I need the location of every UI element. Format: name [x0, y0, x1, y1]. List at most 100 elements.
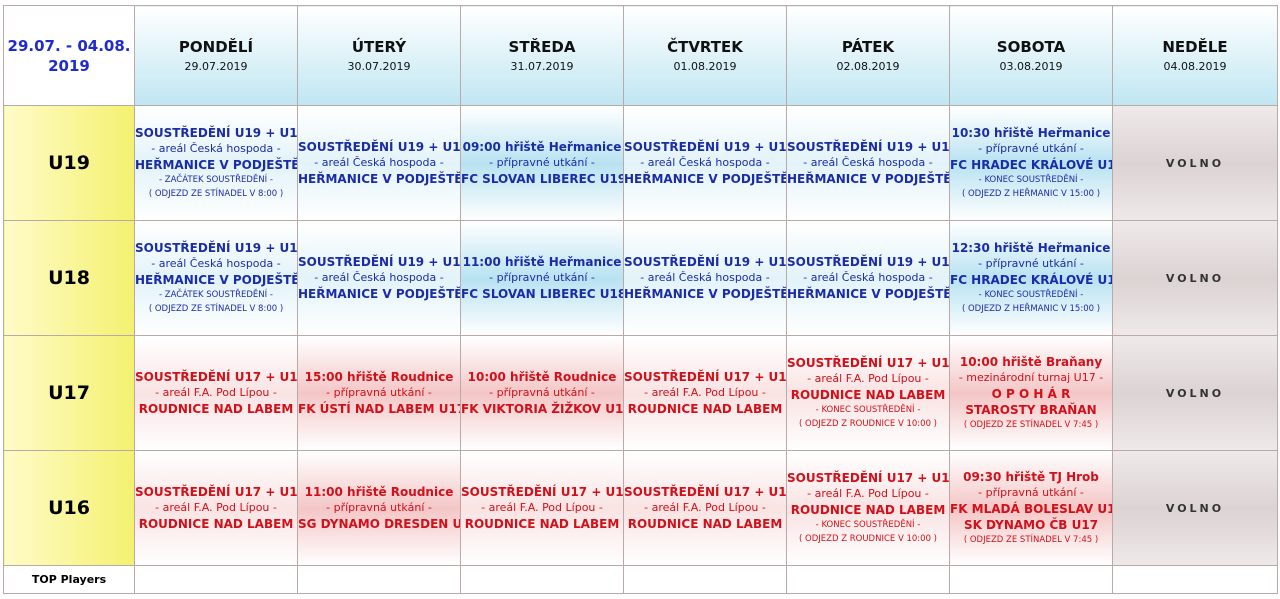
- cell-line: FK VIKTORIA ŽIŽKOV U17: [461, 402, 624, 416]
- cell-line: HEŘMANICE V PODJEŠTĚDÍ: [787, 287, 950, 301]
- day-header: PONDĚLÍ 29.07.2019: [134, 5, 298, 106]
- schedule-cell: SOUSTŘEDĚNÍ U19 + U18 - areál Česká hospo…: [134, 220, 298, 336]
- day-name: STŘEDA: [508, 38, 576, 56]
- cell-line: ROUDNICE NAD LABEM: [138, 517, 294, 531]
- cell-line: - přípravné utkání -: [489, 156, 595, 169]
- team-row: U18 SOUSTŘEDĚNÍ U19 + U18- areál Česká ho…: [3, 220, 1278, 336]
- cell-line: HEŘMANICE V PODJEŠTĚDÍ: [624, 172, 787, 186]
- day-header: ČTVRTEK 01.08.2019: [623, 5, 787, 106]
- cell-line: SOUSTŘEDĚNÍ U19 + U18: [135, 126, 298, 140]
- schedule-table: 29.07. - 04.08. 2019 PONDĚLÍ 29.07.2019 ÚTER…: [3, 5, 1278, 594]
- cell-line: - areál F.A. Pod Lípou -: [155, 501, 277, 514]
- cell-line: - přípravná utkání -: [489, 386, 595, 399]
- day-name: PONDĚLÍ: [178, 38, 254, 56]
- cell-line: SOUSTŘEDĚNÍ U19 + U18: [787, 255, 950, 269]
- schedule-cell: SOUSTŘEDĚNÍ U19 + U18 - areál Česká hospo…: [623, 220, 787, 336]
- day-header: SOBOTA 03.08.2019: [949, 5, 1113, 106]
- cell-line: - areál Česká hospoda -: [151, 257, 281, 270]
- cell-line: ROUDNICE NAD LABEM: [790, 503, 946, 517]
- cell-line: ROUDNICE NAD LABEM: [627, 402, 783, 416]
- cell-line: SOUSTŘEDĚNÍ U17 + U16: [787, 471, 950, 485]
- cell-line: HEŘMANICE V PODJEŠTĚDÍ: [298, 172, 461, 186]
- schedule-cell: 09:30 hřiště TJ Hrob - přípravná utkání -…: [949, 450, 1113, 566]
- cell-line: - přípravné utkání -: [978, 142, 1084, 155]
- schedule-cell: SOUSTŘEDĚNÍ U19 + U18 - areál Česká hospo…: [623, 105, 787, 221]
- cell-line: SK DYNAMO ČB U17: [963, 518, 1099, 532]
- day-date: 03.08.2019: [999, 60, 1063, 73]
- cell-line: 12:30 hřiště Heřmanice: [951, 241, 1111, 255]
- cell-line: HEŘMANICE V PODJEŠTĚDÍ: [787, 172, 950, 186]
- team-cell: U16: [3, 450, 135, 566]
- schedule-cell: SOUSTŘEDĚNÍ U17 + U16 - areál F.A. Pod Lí…: [623, 450, 787, 566]
- cell-line: SOUSTŘEDĚNÍ U17 + U16: [624, 370, 787, 384]
- day-date: 04.08.2019: [1163, 60, 1227, 73]
- cell-line: SG DYNAMO DRESDEN U16: [298, 517, 460, 531]
- cell-line: - areál F.A. Pod Lípou -: [807, 372, 929, 385]
- cell-line: 10:00 hřiště Braňany: [959, 355, 1103, 369]
- footer-row: TOP Players: [3, 565, 1278, 594]
- cell-line: 09:00 hřiště Heřmanice: [462, 140, 622, 154]
- empty-cell: [786, 565, 950, 594]
- cell-line: HEŘMANICE V PODJEŠTĚDÍ: [298, 287, 461, 301]
- cell-line: 11:00 hřiště Roudnice: [304, 485, 454, 499]
- cell-line: SOUSTŘEDĚNÍ U17 + U16: [624, 485, 787, 499]
- team-row: U16 SOUSTŘEDĚNÍ U17 + U16 - areál F.A. Pod…: [3, 450, 1278, 566]
- cell-line: HEŘMANICE V PODJEŠTĚDÍ: [135, 273, 298, 287]
- cell-line: ( ODJEZD ZE STÍNADEL V 7:45 ): [963, 535, 1099, 545]
- schedule-cell: SOUSTŘEDĚNÍ U19 + U18 - areál Česká hospo…: [134, 105, 298, 221]
- schedule-cell: 15:00 hřiště Roudnice - přípravná utkání …: [297, 335, 461, 451]
- schedule-cell: 10:00 hřiště Braňany - mezinárodní turnaj…: [949, 335, 1113, 451]
- schedule-cell: SOUSTŘEDĚNÍ U17 + U16 - areál F.A. Pod Lí…: [134, 335, 298, 451]
- cell-line: SOUSTŘEDĚNÍ U19 + U18: [787, 140, 950, 154]
- cell-line: ROUDNICE NAD LABEM: [627, 517, 783, 531]
- day-name: PÁTEK: [841, 38, 895, 56]
- day-date: 31.07.2019: [510, 60, 574, 73]
- cell-line: - areál Česká hospoda -: [803, 156, 933, 169]
- cell-line: FC HRADEC KRÁLOVÉ U19: [950, 158, 1113, 172]
- team-row: U19 SOUSTŘEDĚNÍ U19 + U18- areál Česká ho…: [3, 105, 1278, 221]
- week-cell: 29.07. - 04.08. 2019: [3, 5, 135, 106]
- footer-label: TOP Players: [3, 565, 135, 594]
- cell-line: - mezinárodní turnaj U17 -: [958, 371, 1104, 384]
- empty-cell: [460, 565, 624, 594]
- schedule-cell: SOUSTŘEDĚNÍ U19 + U18 - areál Česká hospo…: [297, 105, 461, 221]
- schedule-cell: SOUSTŘEDĚNÍ U17 + U16 - areál F.A. Pod Lí…: [786, 335, 950, 451]
- day-name: ÚTERÝ: [351, 38, 407, 56]
- cell-line: - areál F.A. Pod Lípou -: [644, 386, 766, 399]
- cell-line: - areál F.A. Pod Lípou -: [644, 501, 766, 514]
- schedule-cell: SOUSTŘEDĚNÍ U17 + U16 - areál F.A. Pod Lí…: [460, 450, 624, 566]
- cell-line: ROUDNICE NAD LABEM: [464, 517, 620, 531]
- day-header: NEDĚLE 04.08.2019: [1112, 5, 1278, 106]
- cell-line: ( ODJEZD ZE STÍNADEL V 7:45 ): [963, 420, 1099, 430]
- cell-line: - KONEC SOUSTŘEDĚNÍ -: [815, 405, 921, 415]
- cell-line: SOUSTŘEDĚNÍ U19 + U18: [135, 241, 298, 255]
- cell-line: ROUDNICE NAD LABEM: [790, 388, 946, 402]
- cell-line: - přípravná utkání -: [978, 486, 1084, 499]
- cell-line: - ZAČÁTEK SOUSTŘEDĚNÍ -: [159, 290, 273, 300]
- day-header: PÁTEK 02.08.2019: [786, 5, 950, 106]
- day-date: 30.07.2019: [347, 60, 411, 73]
- cell-line: VOLNO: [1165, 501, 1225, 515]
- schedule-cell: SOUSTŘEDĚNÍ U19 + U18 - areál Česká hospo…: [786, 220, 950, 336]
- cell-line: SOUSTŘEDĚNÍ U17 + U16: [461, 485, 624, 499]
- cell-line: 11:00 hřiště Heřmanice: [462, 255, 622, 269]
- schedule-cell: SOUSTŘEDĚNÍ U17 + U16 - areál F.A. Pod Lí…: [134, 450, 298, 566]
- cell-line: FK ÚSTÍ NAD LABEM U17: [298, 402, 461, 416]
- cell-line: - areál Česká hospoda -: [151, 142, 281, 155]
- schedule-cell: VOLNO: [1112, 220, 1278, 336]
- schedule-cell: SOUSTŘEDĚNÍ U19 + U18 - areál Česká hospo…: [297, 220, 461, 336]
- cell-line: - přípravná utkání -: [326, 386, 432, 399]
- cell-line: SOUSTŘEDĚNÍ U19 + U18: [624, 140, 787, 154]
- empty-cell: [949, 565, 1113, 594]
- week-label: 2019: [48, 56, 90, 75]
- schedule-cell: 11:00 hřiště Roudnice - přípravná utkání …: [297, 450, 461, 566]
- cell-line: FC SLOVAN LIBEREC U18: [461, 287, 624, 301]
- schedule-cell: SOUSTŘEDĚNÍ U17 + U16 - areál F.A. Pod Lí…: [786, 450, 950, 566]
- team-cell: U17: [3, 335, 135, 451]
- team-cell: U18: [3, 220, 135, 336]
- cell-line: FC SLOVAN LIBEREC U19: [461, 172, 624, 186]
- schedule-cell: VOLNO: [1112, 335, 1278, 451]
- empty-cell: [623, 565, 787, 594]
- cell-line: - ZAČÁTEK SOUSTŘEDĚNÍ -: [159, 175, 273, 185]
- cell-line: 09:30 hřiště TJ Hrob: [963, 470, 1099, 484]
